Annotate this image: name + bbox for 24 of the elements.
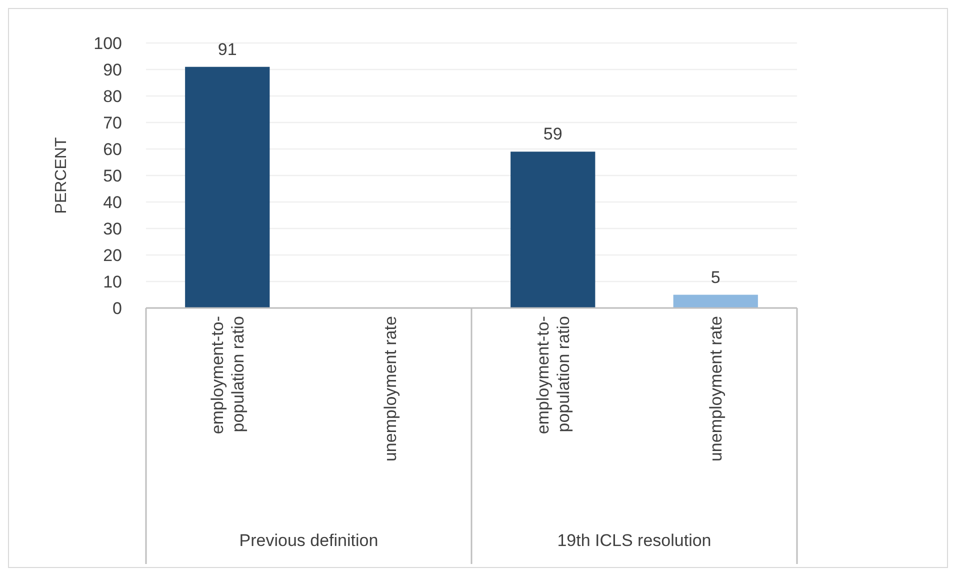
x-tick-label: unemployment rate — [381, 316, 400, 462]
y-tick-label: 30 — [103, 219, 122, 238]
data-label: 91 — [218, 40, 237, 59]
y-tick-label: 20 — [103, 246, 122, 265]
text: 19th ICLS resolution — [557, 531, 712, 550]
y-tick-label: 60 — [103, 140, 122, 159]
y-tick-label: 0 — [112, 298, 122, 318]
x-tick-label: employment-to-population ratio — [534, 316, 574, 434]
y-tick-label: 100 — [94, 34, 122, 53]
bar — [185, 66, 270, 308]
y-axis-title: PERCENT — [53, 137, 70, 214]
x-tick-label: unemployment rate — [706, 316, 726, 462]
data-label: 59 — [543, 124, 562, 144]
y-tick-label: 70 — [103, 113, 122, 132]
y-tick-label: 50 — [103, 166, 122, 186]
y-tick-label: 40 — [103, 192, 122, 212]
y-tick-label: 10 — [103, 272, 122, 292]
bar — [510, 152, 596, 308]
y-tick-label: 80 — [103, 86, 122, 106]
y-tick-label: 90 — [103, 60, 122, 80]
bar — [673, 294, 758, 308]
text: Previous definition — [239, 531, 378, 550]
data-label: 5 — [710, 268, 720, 287]
x-tick-label: employment-to-population ratio — [208, 316, 248, 434]
